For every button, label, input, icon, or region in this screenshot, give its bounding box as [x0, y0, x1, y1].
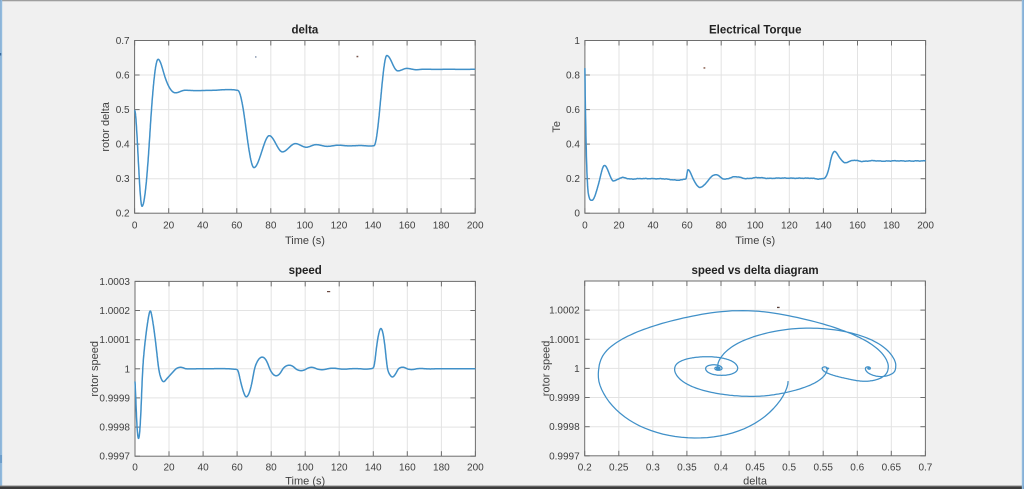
- svg-text:Te: Te: [551, 121, 563, 133]
- svg-text:0.4: 0.4: [714, 463, 728, 474]
- svg-text:0.5: 0.5: [782, 463, 796, 474]
- svg-text:0: 0: [582, 221, 588, 232]
- svg-text:160: 160: [399, 221, 416, 232]
- svg-text:1: 1: [574, 36, 580, 47]
- svg-text:0.35: 0.35: [677, 463, 697, 474]
- svg-text:Time (s): Time (s): [735, 235, 775, 247]
- svg-text:0.45: 0.45: [745, 463, 765, 474]
- svg-text:0.9999: 0.9999: [549, 393, 580, 404]
- svg-text:140: 140: [815, 221, 832, 232]
- svg-text:1.0002: 1.0002: [99, 306, 130, 317]
- svg-text:120: 120: [331, 221, 348, 232]
- svg-text:0.6: 0.6: [116, 71, 130, 82]
- svg-text:180: 180: [883, 221, 900, 232]
- svg-text:rotor delta: rotor delta: [100, 101, 112, 151]
- svg-text:1: 1: [124, 364, 130, 375]
- svg-text:Time (s): Time (s): [285, 476, 325, 488]
- svg-text:60: 60: [231, 221, 243, 232]
- svg-text:0.9998: 0.9998: [99, 423, 130, 434]
- svg-text:1.0001: 1.0001: [99, 335, 130, 346]
- svg-text:1.0002: 1.0002: [549, 306, 580, 317]
- svg-text:Time (s): Time (s): [285, 235, 325, 247]
- svg-text:0.9997: 0.9997: [99, 452, 130, 463]
- svg-text:0.9997: 0.9997: [549, 451, 580, 462]
- svg-text:140: 140: [365, 463, 382, 474]
- svg-text:80: 80: [716, 221, 728, 232]
- svg-text:delta: delta: [743, 476, 768, 488]
- svg-text:0.7: 0.7: [116, 36, 130, 47]
- svg-text:0.65: 0.65: [882, 463, 902, 474]
- svg-text:140: 140: [365, 221, 382, 232]
- svg-text:1: 1: [574, 364, 580, 375]
- svg-text:speed: speed: [289, 265, 322, 277]
- svg-text:1.0003: 1.0003: [99, 277, 130, 288]
- svg-text:160: 160: [399, 463, 416, 474]
- svg-text:100: 100: [297, 221, 314, 232]
- svg-text:0.9999: 0.9999: [99, 393, 130, 404]
- svg-text:180: 180: [433, 463, 450, 474]
- svg-text:120: 120: [781, 221, 798, 232]
- svg-text:0.3: 0.3: [116, 174, 130, 185]
- svg-text:1.0001: 1.0001: [549, 335, 580, 346]
- svg-text:60: 60: [682, 221, 694, 232]
- svg-text:0.6: 0.6: [850, 463, 864, 474]
- svg-text:0.2: 0.2: [116, 209, 130, 220]
- svg-text:0: 0: [132, 463, 138, 474]
- svg-text:120: 120: [331, 463, 348, 474]
- svg-text:rotor speed: rotor speed: [89, 341, 101, 397]
- svg-text:Electrical Torque: Electrical Torque: [709, 25, 801, 37]
- svg-text:20: 20: [163, 463, 175, 474]
- svg-text:100: 100: [747, 221, 764, 232]
- svg-text:rotor speed: rotor speed: [541, 341, 553, 397]
- svg-text:0.4: 0.4: [566, 140, 580, 151]
- svg-text:40: 40: [647, 221, 659, 232]
- svg-text:0.8: 0.8: [566, 71, 580, 82]
- svg-text:200: 200: [467, 463, 484, 474]
- svg-text:0.2: 0.2: [578, 463, 592, 474]
- svg-text:0.5: 0.5: [116, 105, 130, 116]
- svg-text:0.25: 0.25: [609, 463, 629, 474]
- svg-text:20: 20: [613, 221, 625, 232]
- svg-text:0.6: 0.6: [566, 105, 580, 116]
- svg-text:0: 0: [132, 221, 138, 232]
- svg-text:0.55: 0.55: [813, 463, 833, 474]
- svg-text:200: 200: [917, 221, 934, 232]
- svg-text:80: 80: [265, 221, 277, 232]
- svg-text:0.4: 0.4: [116, 140, 130, 151]
- svg-text:speed vs delta diagram: speed vs delta diagram: [691, 265, 818, 277]
- svg-text:0: 0: [574, 209, 580, 220]
- svg-text:100: 100: [297, 463, 314, 474]
- svg-text:160: 160: [849, 221, 866, 232]
- svg-text:0.7: 0.7: [918, 463, 932, 474]
- svg-text:0.3: 0.3: [646, 463, 660, 474]
- svg-text:60: 60: [232, 463, 244, 474]
- svg-text:20: 20: [163, 221, 175, 232]
- svg-text:delta: delta: [291, 25, 318, 37]
- svg-text:40: 40: [197, 221, 209, 232]
- svg-text:180: 180: [433, 221, 450, 232]
- svg-text:0.2: 0.2: [566, 174, 580, 185]
- svg-text:0.9998: 0.9998: [549, 422, 580, 433]
- svg-text:80: 80: [266, 463, 278, 474]
- svg-text:200: 200: [467, 221, 484, 232]
- svg-text:40: 40: [198, 463, 210, 474]
